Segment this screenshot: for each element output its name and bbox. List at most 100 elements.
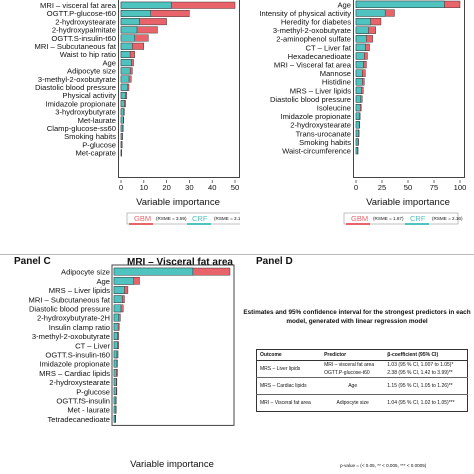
category-label: Met-laurate: [78, 116, 116, 125]
category-label: Waist-circumference: [282, 147, 351, 156]
tick-label: 30: [185, 183, 193, 192]
category-label: OGTT.S-insulin-t60: [45, 351, 110, 360]
bar-crf: [113, 295, 123, 303]
tick-label: 75: [430, 183, 438, 192]
category-label: Imidazole propionate: [40, 360, 111, 369]
bar-crf: [355, 129, 359, 138]
category-label: CT – Liver fat: [306, 43, 352, 52]
tick-label: 40: [208, 183, 216, 192]
legend-rmse-gbm: (RSME = 3.59): [156, 216, 187, 221]
bar-crf: [120, 116, 124, 124]
category-label: MRS – Cardiac lipids: [39, 369, 110, 378]
legend-box: [126, 212, 240, 225]
tick-label: 100: [454, 183, 467, 192]
category-label: Clamp-glucose-ss60: [47, 124, 116, 133]
outcome-cell: MRS – Liver lipids: [256, 360, 322, 378]
bar-crf: [120, 34, 135, 42]
outcome-cell: MRS – Cardiac lipids: [256, 377, 322, 395]
chart-title-visceral: MRI – Visceral fat area: [127, 257, 233, 268]
legend-rmse-gbm: (RSME = 1.67): [373, 216, 404, 221]
category-label: OGTT.S-insulin-t60: [51, 34, 116, 43]
beta-cell: 1.04 (95 % CI, 1.02 to 1.05)***: [384, 394, 468, 412]
bar-crf: [120, 108, 124, 116]
table-row: MRI – Visceral fat area Adipocyte size 1…: [256, 394, 468, 412]
bar-crf: [120, 100, 125, 108]
bar-crf: [113, 368, 117, 377]
category-label: Trans-urocanate: [296, 129, 351, 138]
category-label: Waist to hip ratio: [60, 50, 116, 59]
chart-top-left: MRI – visceral fat areaOGTT.P-glucose-t6…: [35, 1, 240, 225]
bar-crf: [113, 414, 116, 423]
predictor-cell: OGTT.P-glucose-t60: [324, 370, 370, 376]
bar-crf: [120, 83, 129, 91]
tick-label: 0: [354, 183, 358, 192]
category-label: Tetradecanedioate: [48, 415, 111, 424]
bar-crf: [113, 387, 117, 396]
table-row: MRS – Liver lipids MRI – visceral fat ar…: [256, 360, 468, 378]
category-label: OGTT.fS-insulin: [56, 397, 110, 406]
category-label: Adipocyte size: [61, 268, 110, 277]
bar-crf: [120, 59, 132, 67]
bar-crf: [113, 405, 116, 414]
bar-crf: [120, 67, 131, 75]
category-label: Hexadecanedioate: [288, 52, 351, 61]
legend-swatch-crf: [187, 223, 211, 225]
category-label: MRS – Liver lipids: [49, 286, 110, 295]
header-outcome: Outcome: [256, 349, 322, 361]
bar-crf: [355, 9, 386, 17]
legend-swatch-gbm: [346, 223, 370, 225]
predictor-cell: MRI – visceral fat area: [321, 360, 385, 369]
tick-label: 25: [378, 183, 386, 192]
table-header-row: Outcome Predictor β-coefficient (95% CI): [256, 349, 468, 361]
bar-crf: [355, 69, 363, 77]
bar-crf: [120, 75, 130, 83]
bar-crf: [355, 0, 445, 9]
bar-crf: [355, 146, 358, 155]
tick-label: 10: [140, 183, 148, 192]
category-label: 2-hydroxystearate: [49, 378, 110, 387]
category-label: Adipocyte size: [67, 67, 116, 76]
bar-crf: [120, 42, 133, 50]
category-label: 2-aminophenol sulfate: [276, 35, 351, 44]
bar-crf: [120, 132, 123, 140]
legend-swatch-gbm: [129, 223, 153, 225]
bar-crf: [120, 9, 151, 17]
bar-crf: [113, 332, 118, 340]
category-label: Histidine: [322, 78, 351, 87]
category-label: Imidazole propionate: [46, 99, 117, 108]
category-label: Insulin clamp ratio: [49, 323, 110, 332]
tick-label: 50: [231, 183, 239, 192]
category-label: Met-caprate: [75, 149, 116, 158]
bar-crf: [355, 18, 371, 26]
category-label: Heredity for diabetes: [281, 18, 351, 27]
legend-label-gbm: GBM: [134, 214, 151, 223]
tick-label: 50: [404, 183, 412, 192]
chart-frame-top-right: [353, 0, 465, 178]
bar-crf: [120, 26, 138, 34]
bar-crf: [355, 35, 367, 43]
category-label: MRI – Visceral fat area: [274, 61, 352, 70]
bar-crf: [355, 61, 364, 69]
header-beta: β-coefficient (95% CI): [384, 349, 468, 361]
table-footnote: p-value = (< 0.05, ** < 0.005, *** < 0.0…: [340, 463, 427, 468]
legend-swatch-crf: [405, 223, 429, 225]
bar-crf: [120, 91, 126, 99]
category-label: Smoking habits: [64, 132, 116, 141]
section-divider: [0, 254, 474, 255]
category-label: MRS – Liver lipids: [290, 86, 351, 95]
bar-crf: [113, 322, 119, 331]
category-label: 3-methyl-2-oxobutyrate: [38, 75, 116, 84]
category-label: Mannose: [320, 69, 351, 78]
bar-crf: [113, 341, 118, 349]
predictor-cell: Adipocyte size: [321, 394, 385, 412]
category-label: P-glucose: [82, 140, 116, 149]
tick-label: 20: [162, 183, 170, 192]
bar-crf: [355, 95, 361, 103]
header-predictor: Predictor: [321, 349, 385, 361]
bar-crf: [355, 121, 360, 129]
category-label: 3-methyl-2-oxobutyrate: [32, 332, 110, 341]
panel-d-label: Panel D: [256, 256, 293, 267]
category-label: Diastolic blood pressure: [29, 305, 110, 314]
category-label: Isoleucine: [317, 104, 351, 113]
panel-d-title: Estimates and 95% confidence interval fo…: [243, 309, 471, 325]
